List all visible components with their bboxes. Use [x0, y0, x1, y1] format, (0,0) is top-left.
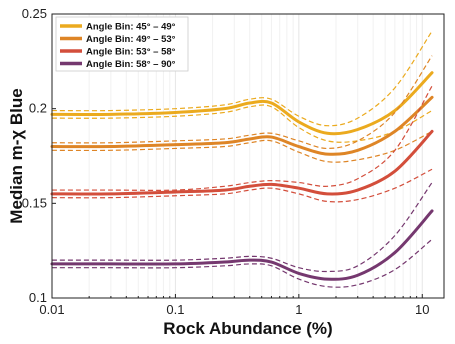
x-axis-label: Rock Abundance (%)	[163, 319, 332, 338]
series-lower-bound-line	[51, 238, 433, 288]
series-median-line	[50, 209, 434, 281]
legend-label: Angle Bin: 45° – 49°	[86, 22, 176, 33]
series-4	[50, 182, 434, 288]
y-tick-label: 0.1	[29, 290, 47, 305]
series-2	[50, 55, 434, 163]
series-lower-bound-line	[51, 104, 433, 143]
series-lower-bound-line	[51, 130, 433, 163]
series-upper-bound-line	[51, 55, 433, 150]
y-tick-label: 0.25	[22, 6, 47, 21]
y-tick-label: 0.2	[29, 101, 47, 116]
legend: Angle Bin: 45° – 49°Angle Bin: 49° – 53°…	[55, 16, 189, 72]
series-3	[50, 85, 434, 203]
series-median-line	[50, 95, 434, 156]
y-tick-label: 0.15	[22, 195, 47, 210]
x-tick-label: 0.01	[39, 302, 64, 317]
series-median-line	[50, 129, 434, 196]
series-median-line	[50, 71, 434, 136]
axis-ticks: 0.01 0.1 1 100.10.150.20.25	[22, 6, 430, 317]
plot-frame	[51, 13, 445, 299]
series-upper-bound-line	[51, 30, 433, 127]
series-upper-bound-line	[51, 182, 433, 273]
series-group	[50, 30, 434, 288]
series-upper-bound-line	[52, 85, 433, 191]
series-1	[50, 30, 434, 143]
legend-label: Angle Bin: 58° – 90°	[86, 59, 176, 70]
series-lower-bound-line	[51, 168, 433, 203]
x-tick-label: 0.1	[166, 302, 184, 317]
legend-label: Angle Bin: 49° – 53°	[86, 34, 176, 45]
x-tick-label: 10	[415, 302, 429, 317]
x-tick-label: 1	[295, 302, 302, 317]
y-axis-label: Median m-χ Blue	[7, 88, 26, 223]
legend-label: Angle Bin: 53° – 58°	[86, 47, 176, 58]
